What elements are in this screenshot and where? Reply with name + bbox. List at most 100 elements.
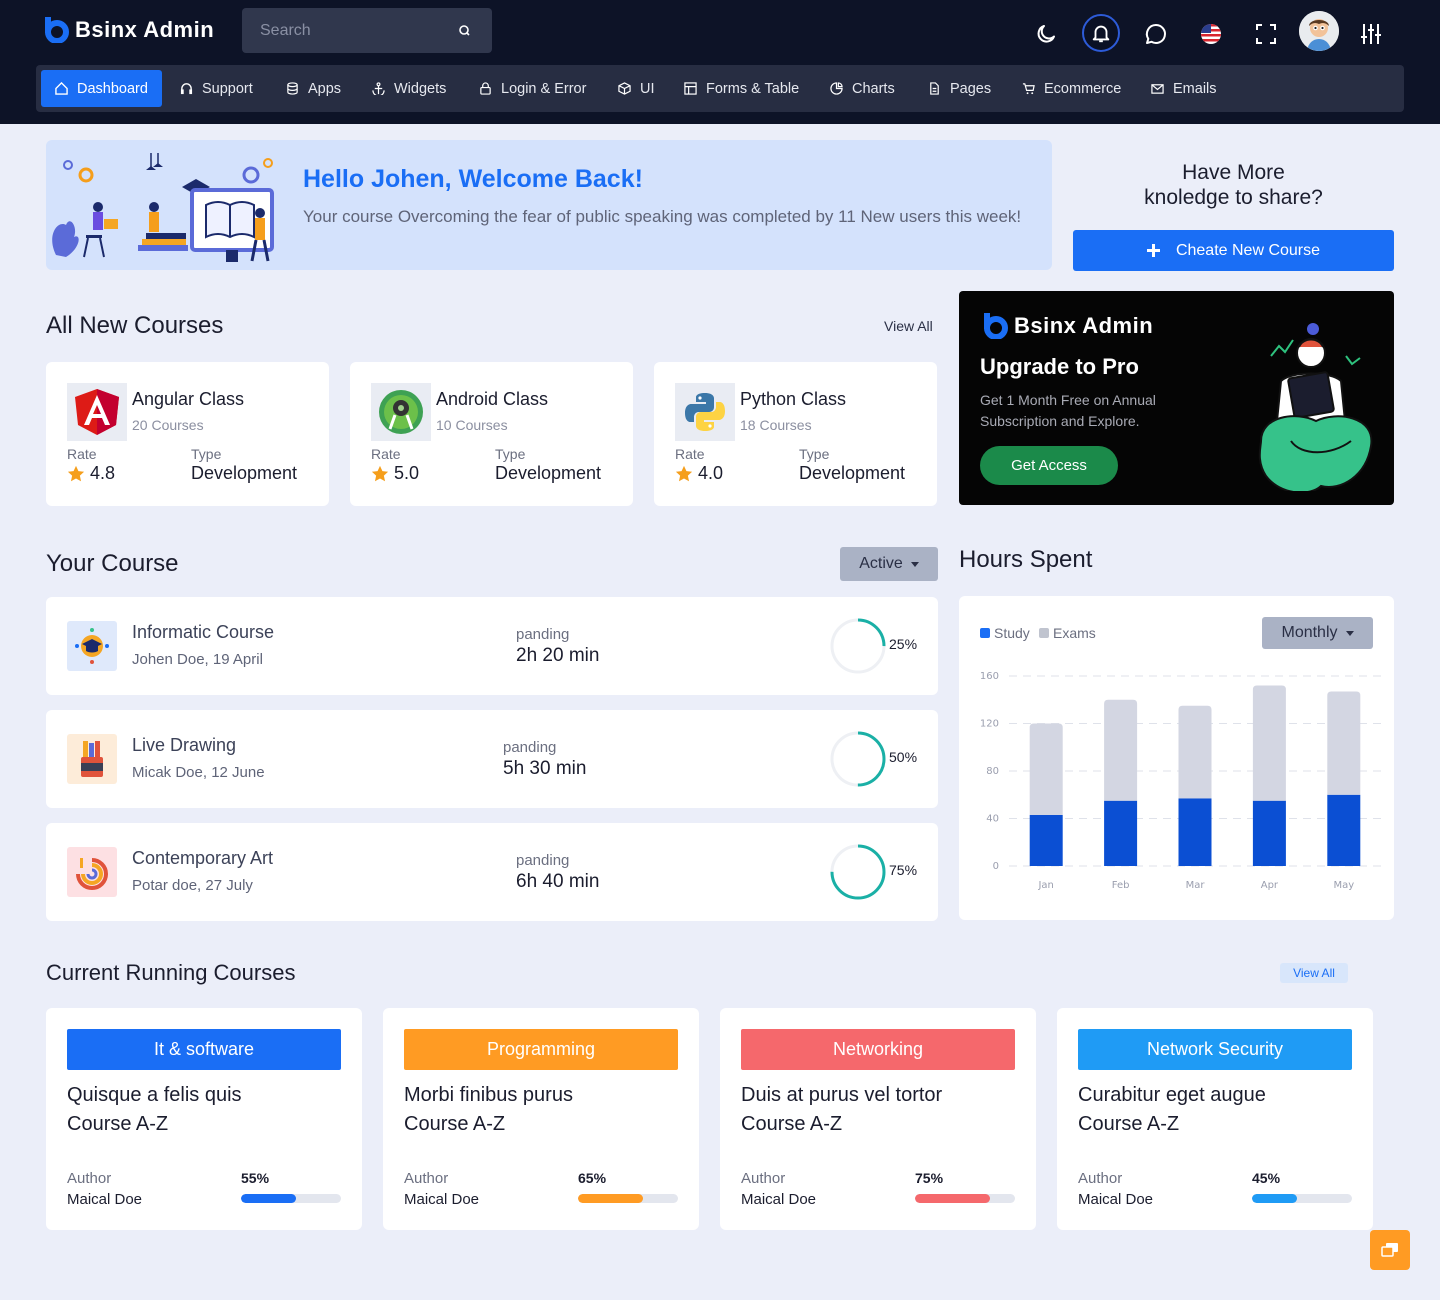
nav-dashboard[interactable]: Dashboard: [41, 70, 162, 107]
nav-ui[interactable]: UI: [604, 70, 669, 107]
new-courses-view-all[interactable]: View All: [884, 318, 933, 334]
moon-icon[interactable]: [1027, 15, 1065, 53]
course-type: Development: [495, 463, 602, 483]
python-icon: [675, 383, 735, 441]
bell-icon[interactable]: [1082, 14, 1120, 52]
share-line-2: knoledge to share?: [1144, 186, 1323, 209]
settings-sliders-icon[interactable]: [1352, 15, 1390, 53]
legend-study[interactable]: Study: [980, 625, 1030, 641]
search-box[interactable]: [242, 8, 492, 53]
course-count: 20 Courses: [132, 417, 204, 433]
nav-label: Dashboard: [77, 80, 148, 97]
course-status: panding: [516, 626, 570, 643]
search-input[interactable]: [260, 21, 450, 40]
nav-forms-table[interactable]: Forms & Table: [670, 70, 813, 107]
category-badge[interactable]: Programming: [404, 1029, 678, 1070]
nav-apps[interactable]: Apps: [272, 70, 355, 107]
category-badge[interactable]: Network Security: [1078, 1029, 1352, 1070]
nav-login-error[interactable]: Login & Error: [465, 70, 600, 107]
running-card[interactable]: Programming Morbi finibus purus Course A…: [383, 1008, 699, 1230]
get-access-button[interactable]: Get Access: [980, 446, 1118, 485]
main-nav: Dashboard Support Apps Widgets Login & E…: [36, 65, 1404, 112]
bar-study: [1029, 814, 1063, 866]
nav-widgets[interactable]: Widgets: [358, 70, 460, 107]
course-rate: 4.0: [675, 463, 723, 484]
title-line: Curabitur eget augue: [1078, 1084, 1266, 1106]
us-flag-icon[interactable]: [1192, 15, 1230, 53]
course-row-contemporary-art[interactable]: Contemporary Art Potar doe, 27 July pand…: [46, 823, 938, 921]
rate-value: 5.0: [394, 463, 420, 483]
running-view-all[interactable]: View All: [1280, 963, 1348, 983]
running-card[interactable]: Network Security Curabitur eget augue Co…: [1057, 1008, 1373, 1230]
y-tick-label: 160: [980, 671, 999, 682]
share-heading: Have More knoledge to share?: [1073, 160, 1394, 210]
course-card-android[interactable]: Android Class 10 Courses Rate Type 5.0 D…: [350, 362, 633, 506]
legend-exams[interactable]: Exams: [1039, 625, 1096, 641]
legend-swatch: [1039, 628, 1049, 638]
course-name: Python Class: [740, 389, 847, 409]
nav-ecommerce[interactable]: Ecommerce: [1008, 70, 1135, 107]
course-count: 18 Courses: [740, 417, 812, 433]
y-tick-label: 40: [986, 814, 999, 825]
category-badge[interactable]: It & software: [67, 1029, 341, 1070]
x-tick-label: Mar: [1186, 880, 1206, 891]
progress-label: 45%: [1252, 1170, 1281, 1186]
nav-pages[interactable]: Pages: [914, 70, 1005, 107]
running-card[interactable]: It & software Quisque a felis quis Cours…: [46, 1008, 362, 1230]
bar-exams: [1104, 699, 1138, 801]
fullscreen-icon[interactable]: [1247, 15, 1285, 53]
create-course-button[interactable]: Cheate New Course: [1073, 230, 1394, 271]
chat-widget-button[interactable]: [1370, 1230, 1410, 1270]
course-filter-dropdown[interactable]: Active: [840, 547, 938, 581]
author-name: Maical Doe: [404, 1191, 480, 1208]
author-label: Author: [1078, 1170, 1123, 1187]
progress-ring: [830, 731, 886, 787]
learning-illustration: [52, 153, 274, 262]
brand-logo[interactable]: Bsinx Admin: [43, 17, 214, 44]
chevron-down-icon: [910, 561, 919, 567]
rate-value: 4.0: [698, 463, 724, 483]
period-label: Monthly: [1281, 624, 1338, 641]
period-dropdown[interactable]: Monthly: [1262, 617, 1373, 649]
course-row-informatic[interactable]: Informatic Course Johen Doe, 19 April pa…: [46, 597, 938, 695]
x-tick-label: Feb: [1112, 880, 1130, 891]
course-card-python[interactable]: Python Class 18 Courses Rate Type 4.0 De…: [654, 362, 937, 506]
avatar[interactable]: [1299, 11, 1339, 51]
course-row-live-drawing[interactable]: Live Drawing Micak Doe, 12 June panding …: [46, 710, 938, 808]
welcome-text: Your course Overcoming the fear of publi…: [303, 207, 1022, 226]
course-time: 5h 30 min: [503, 758, 587, 779]
box-icon: [618, 82, 631, 95]
angular-icon: [67, 383, 127, 441]
rate-value: 4.8: [90, 463, 116, 483]
top-header: Bsinx Admin Dashboard Support: [0, 0, 1440, 124]
welcome-banner: Hello Johen, Welcome Back! Your course O…: [46, 140, 1052, 270]
chevron-down-icon: [1345, 630, 1354, 636]
mail-icon: [1151, 84, 1164, 94]
legend-label: Exams: [1053, 625, 1096, 641]
android-studio-icon: [371, 383, 431, 441]
nav-charts[interactable]: Charts: [816, 70, 909, 107]
course-meta: Micak Doe, 12 June: [132, 764, 265, 781]
course-filter-label: Active: [859, 555, 903, 572]
progress-fill: [241, 1194, 296, 1203]
nav-emails[interactable]: Emails: [1137, 70, 1231, 107]
nav-label: Emails: [1173, 80, 1217, 97]
bar-exams: [1029, 723, 1063, 815]
progress-label: 55%: [241, 1170, 270, 1186]
running-card[interactable]: Networking Duis at purus vel tortor Cour…: [720, 1008, 1036, 1230]
nav-support[interactable]: Support: [166, 70, 267, 107]
nav-label: Apps: [308, 80, 342, 97]
nav-label: Charts: [852, 80, 895, 97]
chat-icon[interactable]: [1137, 15, 1175, 53]
graduation-cap-icon: [67, 621, 117, 671]
course-card-angular[interactable]: Angular Class 20 Courses Rate Type 4.8 D…: [46, 362, 329, 506]
course-count: 10 Courses: [436, 417, 508, 433]
nav-label: Forms & Table: [706, 80, 800, 97]
category-badge[interactable]: Networking: [741, 1029, 1015, 1070]
welcome-title: Hello Johen, Welcome Back!: [303, 165, 643, 193]
home-icon: [55, 82, 68, 95]
file-icon: [930, 82, 939, 95]
course-rate: 4.8: [67, 463, 115, 484]
progress-label: 75%: [889, 862, 918, 878]
search-icon[interactable]: [456, 22, 474, 40]
